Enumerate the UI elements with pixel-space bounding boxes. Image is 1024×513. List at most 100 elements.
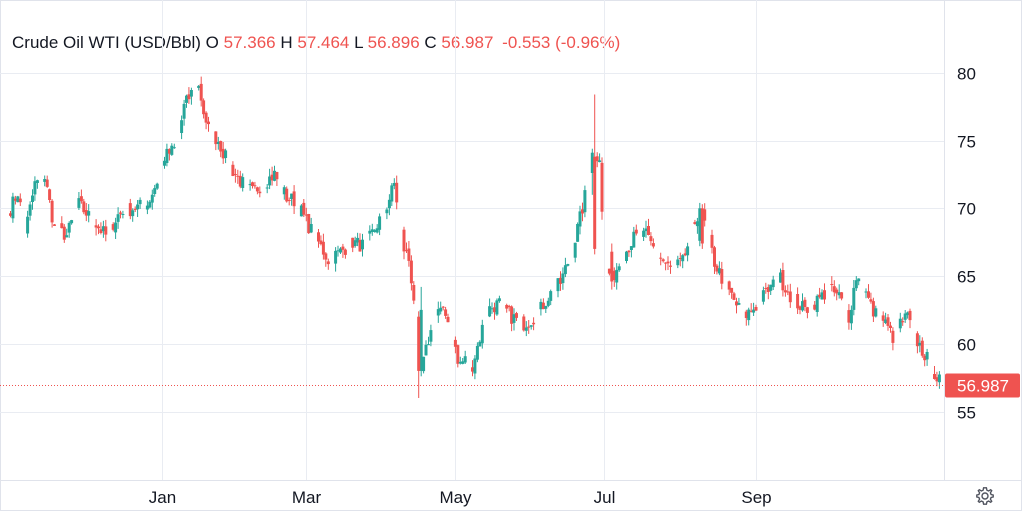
candle-down — [830, 276, 834, 292]
candle-body — [625, 251, 628, 261]
candle-body — [131, 210, 135, 217]
candle-body — [735, 301, 738, 306]
candle-up — [361, 233, 364, 257]
candle-down — [285, 186, 289, 203]
candle-up — [488, 298, 492, 318]
candle-up — [815, 294, 819, 317]
candle-body — [527, 326, 531, 328]
candle-down — [255, 186, 259, 195]
candle-up — [937, 371, 941, 389]
candle-body — [412, 285, 416, 301]
candle-down — [541, 298, 545, 310]
candle-body — [282, 187, 286, 195]
candle-body — [53, 224, 56, 226]
candle-body — [700, 208, 704, 244]
candle-up — [387, 194, 391, 216]
candle-down — [527, 320, 531, 334]
candle-down — [405, 242, 408, 253]
candle-body — [854, 280, 858, 289]
candle-down — [444, 306, 448, 319]
candle-body — [48, 189, 52, 200]
candle-body — [573, 242, 577, 258]
candle-down — [607, 268, 611, 276]
symbol-name: Crude Oil WTI (USD/Bbl) — [12, 33, 201, 52]
candle-up — [116, 207, 120, 229]
candle-up — [884, 312, 888, 325]
candle-body — [754, 307, 758, 311]
candle-up — [737, 297, 741, 306]
candle-up — [155, 182, 159, 190]
candle-up — [546, 297, 550, 308]
candle-body — [290, 193, 294, 199]
candle-body — [522, 316, 526, 331]
candle-body — [686, 246, 690, 256]
candle-body — [869, 299, 873, 302]
candle-up — [163, 156, 166, 169]
candle-down — [187, 87, 191, 104]
candle-up — [101, 220, 105, 238]
candle-up — [475, 342, 479, 363]
candle-down — [730, 287, 734, 299]
candle-up — [854, 276, 858, 291]
candle-body — [116, 214, 120, 222]
candle-down — [532, 317, 536, 331]
candle-up — [769, 284, 773, 295]
y-tick-label: 55 — [957, 404, 976, 423]
candle-up — [273, 165, 276, 182]
candle-down — [840, 292, 844, 301]
candle-down — [715, 263, 719, 275]
candle-body — [265, 187, 269, 189]
candle-up — [16, 195, 20, 203]
price-axis[interactable]: 55 60 65 70 75 80 — [957, 65, 976, 423]
candle-up — [549, 289, 553, 306]
candle-down — [710, 229, 714, 254]
candle-down — [559, 271, 562, 291]
candle-down — [818, 287, 822, 299]
candle-up — [216, 136, 220, 150]
candle-body — [490, 308, 494, 310]
candle-down — [634, 224, 638, 236]
candle-body — [634, 229, 638, 234]
candle-down — [287, 197, 291, 206]
candle-down — [901, 317, 905, 326]
candle-body — [43, 179, 47, 182]
candle-body — [771, 279, 775, 288]
candle-body — [903, 313, 907, 320]
candle-body — [495, 300, 499, 315]
candle-body — [185, 95, 188, 103]
candle-down — [233, 168, 237, 183]
candle-body — [463, 356, 467, 363]
candle-up — [615, 263, 619, 290]
candle-up — [461, 358, 465, 365]
candle-up — [529, 325, 533, 330]
candle-down — [251, 181, 254, 189]
candle-body — [507, 306, 511, 308]
candle-body — [546, 300, 550, 306]
candle-body — [255, 187, 259, 192]
candle-body — [453, 339, 457, 347]
candle-body — [84, 210, 88, 216]
candle-down — [456, 344, 460, 368]
candle-body — [238, 175, 242, 187]
candle-body — [529, 325, 533, 327]
candle-up — [299, 204, 303, 217]
settings-button[interactable] — [973, 484, 997, 508]
candle-body — [458, 361, 462, 364]
candle-body — [593, 156, 597, 249]
candle-body — [405, 250, 408, 252]
x-tick-label: May — [439, 488, 472, 507]
candle-up — [65, 228, 69, 238]
candle-down — [9, 211, 12, 218]
time-axis[interactable]: Jan Mar May Jul Sep — [149, 488, 772, 507]
candle-down — [258, 186, 262, 198]
candle-down — [889, 321, 892, 333]
candle-up — [925, 348, 929, 366]
candle-body — [761, 290, 765, 302]
candle-down — [669, 260, 672, 274]
candle-body — [612, 270, 616, 280]
candle-body — [444, 309, 448, 316]
candle-body — [26, 216, 30, 234]
candle-body — [693, 222, 697, 224]
candle-body — [524, 327, 528, 331]
